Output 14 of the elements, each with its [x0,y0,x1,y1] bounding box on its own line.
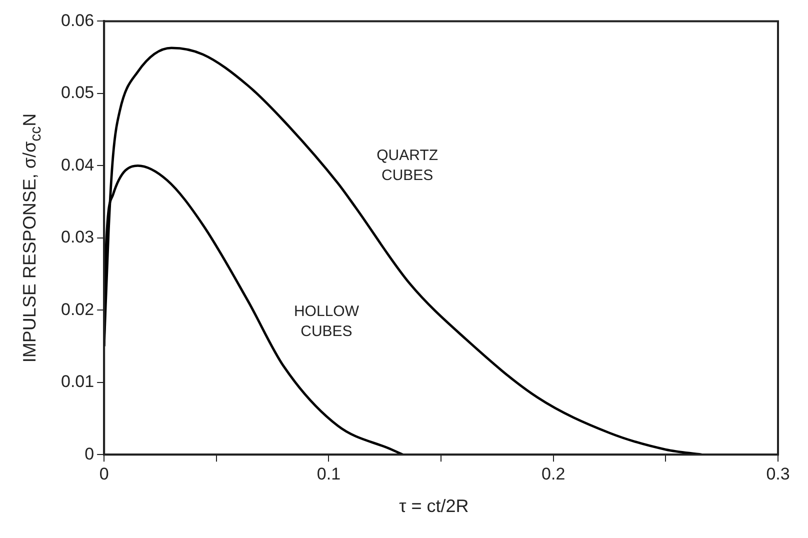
y-tick-label: 0.02 [60,300,94,319]
x-tick-label: 0.2 [542,464,566,484]
y-tick-label: 0.03 [60,228,94,247]
x-axis-title: τ = ct/2R [398,496,470,517]
x-tick-label: 0 [99,464,109,484]
y-tick-label: 0.06 [60,10,94,30]
y-tick-label: 0.05 [60,83,94,102]
y-tick-label: 0 [84,444,94,464]
series-label: HOLLOW CUBES [294,302,360,340]
x-tick-label: 0.1 [316,464,341,484]
y-tick-label: 0.04 [60,155,94,174]
y-tick-label: 0.01 [60,372,94,392]
x-tick-label: 0.3 [766,464,790,484]
text: QUARTZ CUBES [376,146,438,184]
